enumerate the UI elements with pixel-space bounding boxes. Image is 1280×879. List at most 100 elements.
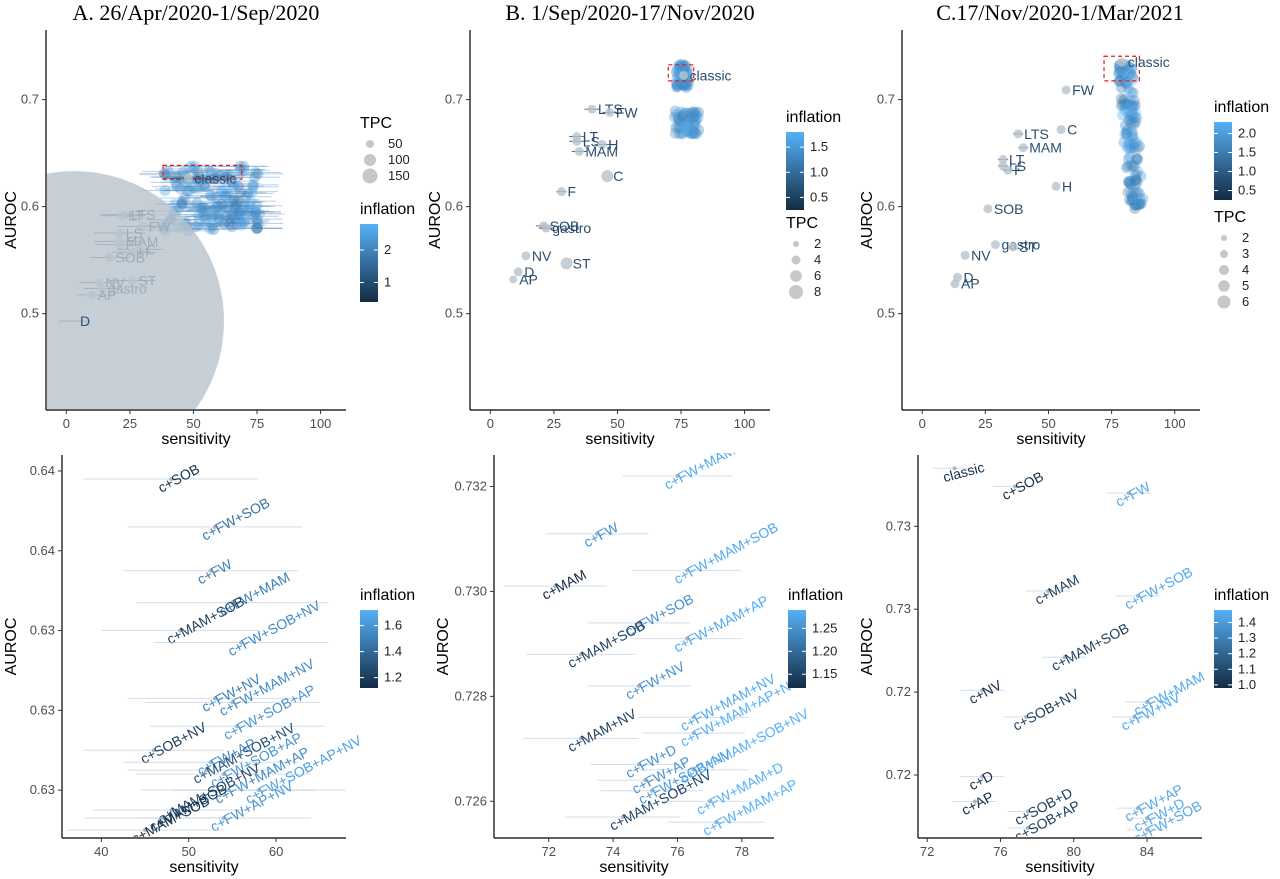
point-label: classic [941, 459, 986, 485]
cloud-point [247, 181, 259, 193]
cloud-point [204, 223, 216, 235]
data-point [208, 760, 213, 765]
cloud-point [1124, 194, 1136, 206]
cloud-point [1131, 112, 1143, 124]
y-tick-label: 0.5 [21, 306, 39, 321]
point-label: c+SOB+NV [1010, 685, 1082, 733]
cloud-point [689, 106, 701, 118]
cloud-point [1126, 126, 1138, 138]
cloud-point [221, 171, 233, 183]
cloud-point [1118, 136, 1130, 148]
legend-label: 1.4 [384, 644, 402, 659]
cloud-point [206, 191, 218, 203]
cloud-point [190, 220, 202, 232]
color-legend: inflation 1.5 1.0 0.5 [786, 109, 841, 210]
highlight-box [162, 164, 243, 180]
x-tick-label: 76 [993, 844, 1007, 859]
point-label: c+FW [194, 556, 235, 588]
data-point [513, 267, 523, 277]
point-label: ST [1019, 239, 1037, 255]
cloud-point [676, 61, 688, 73]
cloud-point [242, 187, 254, 199]
cloud-point [162, 165, 174, 177]
cloud-point [252, 218, 264, 230]
cloud-point [246, 186, 258, 198]
cloud-point [1129, 160, 1141, 172]
cloud-point [682, 117, 694, 129]
cloud-point [690, 108, 702, 120]
point-label: FW [616, 104, 639, 120]
cloud-point [1129, 111, 1141, 123]
cloud-point [1131, 153, 1143, 165]
cloud-point [690, 114, 702, 126]
cloud-point [195, 202, 207, 214]
data-point [605, 107, 615, 117]
cloud-point [193, 219, 205, 231]
legend-label: 8 [814, 284, 821, 299]
legend-size-key [789, 285, 803, 299]
cloud-point [226, 208, 238, 220]
cloud-point [674, 115, 686, 127]
cloud-point [213, 214, 225, 226]
y-tick-label: 0.7 [445, 92, 463, 107]
cloud-point [247, 179, 259, 191]
data-point [47, 171, 224, 409]
x-tick-label: 40 [94, 844, 108, 859]
legend-size-key [1218, 280, 1230, 292]
legend-label: 1.20 [812, 643, 837, 658]
cloud-point [185, 201, 197, 213]
x-tick-label: 100 [734, 416, 756, 431]
cloud-point [1125, 159, 1137, 171]
cloud-point [236, 219, 248, 231]
point-label: c+NV [966, 676, 1005, 707]
cloud-point [244, 200, 256, 212]
data-point [691, 731, 696, 736]
data-point [509, 275, 518, 284]
cloud-point [1115, 93, 1127, 105]
point-label: c+FW+NV [623, 658, 688, 703]
cloud-point [1127, 138, 1139, 150]
cloud-point [229, 199, 241, 211]
cloud-point [212, 200, 224, 212]
point-label: AP [961, 276, 980, 292]
data-point [230, 700, 235, 705]
x-tick-label: 100 [310, 416, 332, 431]
legend-size-key [790, 270, 802, 282]
legend-title: inflation [788, 587, 843, 604]
cloud-point [196, 174, 208, 186]
cloud-point [233, 196, 245, 208]
cloud-point [204, 189, 216, 201]
cloud-point [169, 198, 181, 210]
y-tick-label: 0.732 [454, 478, 487, 493]
color-legend: inflation 1.6 1.4 1.2 [360, 587, 415, 688]
cloud-point [233, 180, 245, 192]
cloud-point [673, 60, 685, 72]
cloud-point [675, 127, 687, 139]
cloud-point [249, 206, 261, 218]
cloud-point [213, 212, 225, 224]
cloud-point [176, 198, 188, 210]
point-label: c+MAM [539, 566, 589, 603]
point-label: c+AP [959, 788, 996, 818]
data-point [1145, 816, 1150, 821]
cloud-point [176, 195, 188, 207]
cloud-point [672, 113, 684, 125]
cloud-point [674, 116, 686, 128]
cloud-point [203, 165, 215, 177]
cloud-point [680, 114, 692, 126]
cloud-point [692, 106, 704, 118]
cloud-point [687, 128, 699, 140]
cloud-point [1124, 151, 1136, 163]
cloud-point [676, 110, 688, 122]
data-point [601, 170, 614, 183]
legend-label: 2.0 [1238, 125, 1256, 140]
data-point [557, 187, 567, 197]
cloud-point [678, 60, 690, 72]
cloud-point [1123, 68, 1135, 80]
cloud-point [1133, 140, 1145, 152]
cloud-point [673, 128, 685, 140]
data-point [208, 568, 213, 573]
data-point [1145, 700, 1150, 705]
legend-title: inflation [1214, 587, 1269, 604]
